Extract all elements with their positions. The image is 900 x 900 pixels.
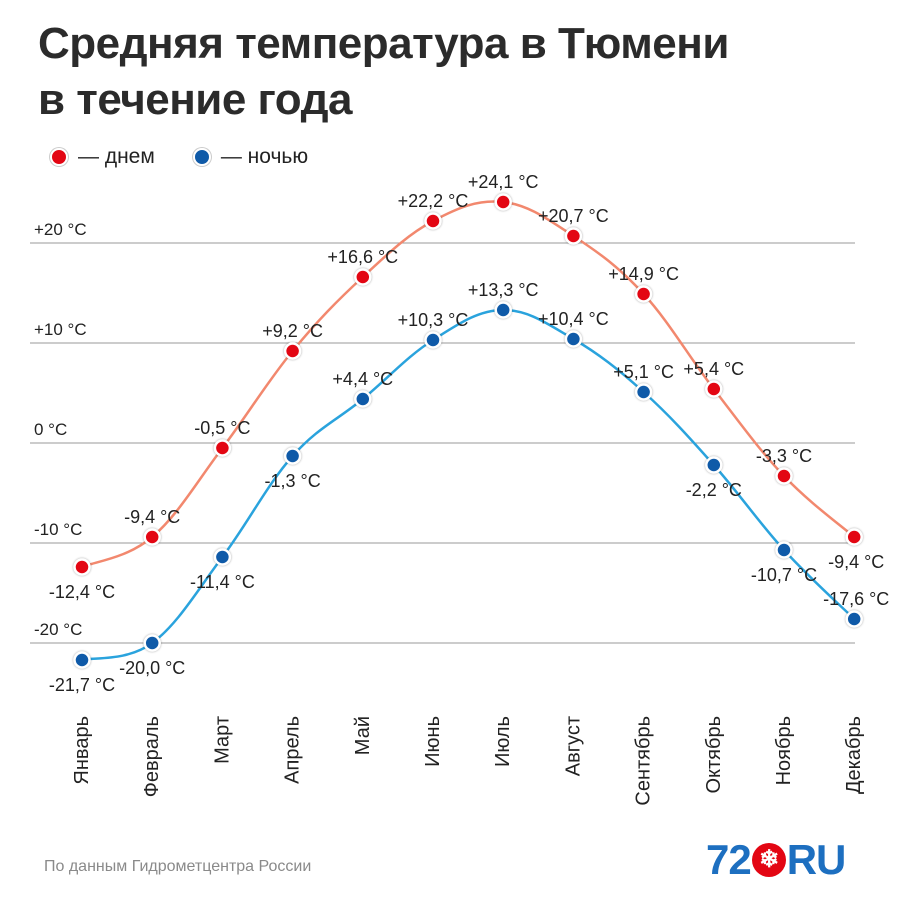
x-tick-label: Август (562, 716, 584, 776)
night-data-point (283, 447, 302, 465)
day-data-label: +24,1 °C (468, 172, 539, 192)
y-tick-label: +10 °C (34, 320, 87, 339)
night-data-label: +10,3 °C (398, 310, 469, 330)
day-data-label: +20,7 °C (538, 206, 609, 226)
x-tick-label: Декабрь (843, 716, 865, 794)
day-data-point (564, 227, 583, 245)
site-logo: 72 ❄ RU (706, 836, 847, 884)
x-tick-label: Октябрь (703, 716, 725, 794)
day-data-point (73, 558, 91, 576)
legend-day-label: — днем (78, 145, 155, 168)
x-tick-label: Апрель (282, 716, 304, 784)
day-data-label: +5,4 °C (683, 359, 744, 379)
night-data-point (213, 548, 232, 566)
chart-title-line-2: в течение года (38, 75, 352, 124)
night-data-label: +4,4 °C (332, 369, 393, 389)
x-tick-label: Ноябрь (773, 716, 795, 785)
night-data-label: -10,7 °C (751, 565, 817, 585)
y-tick-label: +20 °C (34, 220, 87, 239)
day-data-point (494, 193, 512, 211)
y-tick-label: 0 °C (34, 420, 67, 439)
day-data-label: +16,6 °C (327, 247, 398, 267)
chart-title-line-1: Средняя температура в Тюмени (38, 19, 729, 68)
day-data-label: -12,4 °C (49, 582, 115, 602)
night-data-label: -20,0 °C (119, 658, 185, 678)
logo-digits: 72 (706, 836, 752, 883)
source-note: По данным Гидрометцентра России (44, 858, 312, 875)
x-tick-label: Январь (71, 716, 93, 785)
legend: — днем — ночью (50, 145, 346, 169)
logo-suffix: RU (786, 836, 847, 883)
legend-night-label: — ночью (220, 145, 309, 168)
night-data-label: -11,4 °C (190, 572, 255, 592)
night-data-label: -1,3 °C (264, 471, 320, 491)
x-tick-label: Февраль (141, 716, 163, 797)
day-data-label: -9,4 °C (828, 552, 884, 572)
day-data-point (705, 380, 723, 398)
day-data-point (213, 439, 232, 457)
legend-night-marker (192, 148, 211, 166)
x-tick-label: Июнь (422, 716, 444, 767)
day-data-label: -9,4 °C (124, 507, 180, 527)
night-data-label: +5,1 °C (613, 362, 674, 382)
night-data-point (705, 456, 723, 474)
night-data-label: -21,7 °C (49, 675, 115, 695)
legend-item-day: — днем (50, 145, 155, 169)
day-data-point (354, 268, 372, 286)
day-data-point (283, 342, 302, 360)
day-data-label: +9,2 °C (262, 321, 323, 341)
night-data-point (73, 651, 91, 669)
day-data-point (634, 285, 653, 303)
night-data-label: +13,3 °C (468, 280, 539, 300)
day-series-line (81, 200, 856, 569)
night-data-point (494, 301, 512, 319)
day-data-label: -0,5 °C (194, 418, 250, 438)
night-data-point (354, 390, 372, 408)
y-tick-label: -20 °C (34, 620, 82, 639)
y-tick-label: -10 °C (34, 520, 82, 539)
night-data-point (634, 383, 653, 401)
day-data-label: -3,3 °C (756, 446, 812, 466)
legend-item-night: — ночью (192, 145, 309, 169)
day-data-point (143, 528, 161, 546)
night-data-label: -17,6 °C (823, 589, 889, 609)
day-data-point (424, 212, 442, 230)
snowflake-ball-icon: ❄ (751, 843, 786, 877)
day-data-point (775, 467, 793, 485)
x-tick-label: Май (352, 716, 374, 755)
x-tick-label: Июль (492, 716, 514, 767)
night-data-label: +10,4 °C (538, 309, 609, 329)
day-data-point (845, 528, 863, 546)
night-data-point (564, 330, 583, 348)
night-data-point (424, 331, 442, 349)
night-data-point (143, 634, 161, 652)
night-data-point (845, 610, 863, 628)
chart-title: Средняя температура в Тюмени в течение г… (38, 16, 729, 128)
night-data-label: -2,2 °C (686, 480, 742, 500)
day-data-label: +14,9 °C (608, 264, 679, 284)
night-data-point (775, 541, 793, 559)
x-tick-label: Март (211, 716, 233, 764)
x-tick-label: Сентябрь (633, 716, 655, 806)
day-data-label: +22,2 °C (398, 191, 469, 211)
legend-day-marker (50, 148, 68, 166)
